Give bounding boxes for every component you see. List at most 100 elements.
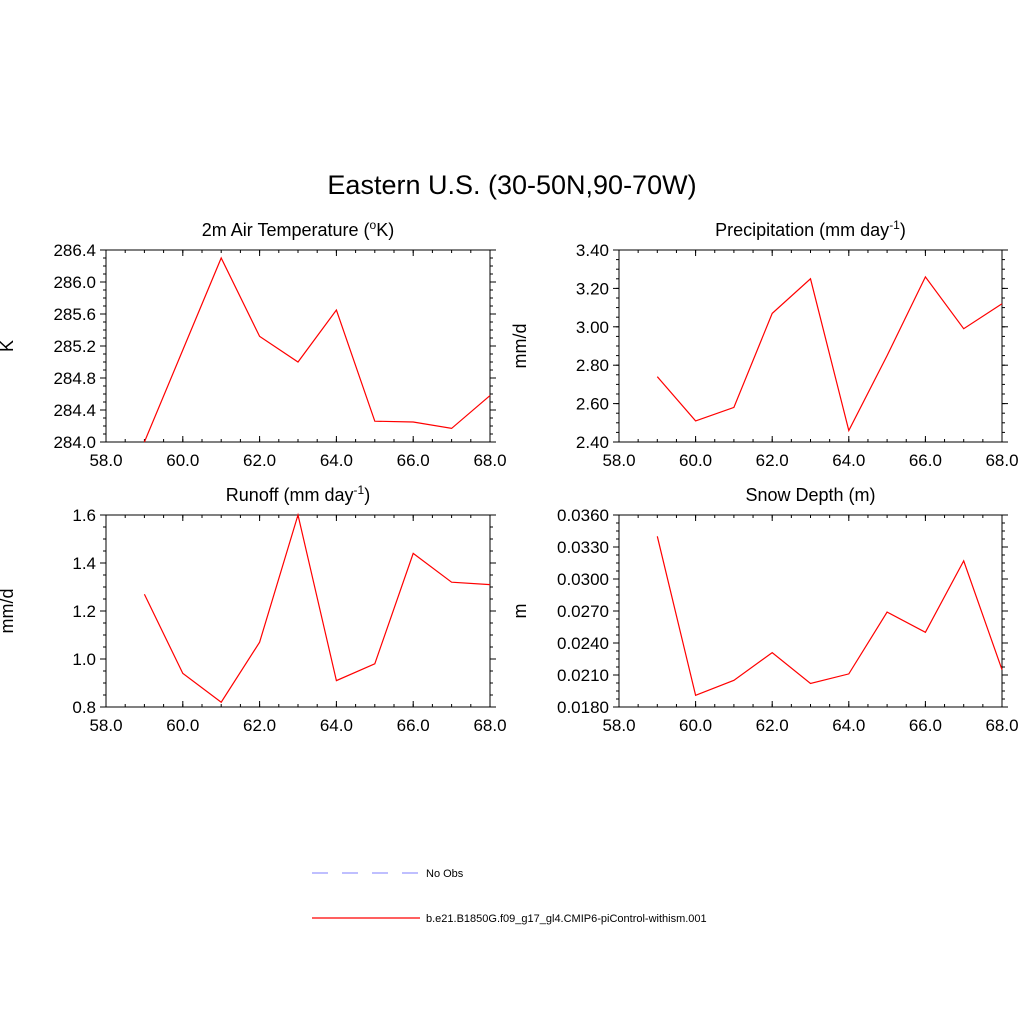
y-tick-label: 1.0	[72, 650, 96, 669]
y-axis-label: mm/d	[510, 324, 530, 369]
x-tick-label: 62.0	[243, 451, 276, 470]
data-point	[1001, 303, 1003, 305]
chart-panel-1: 2m Air Temperature (oK) K 58.0 60.0 62.0 64.0…	[0, 218, 507, 470]
y-tick-label: 1.2	[72, 602, 96, 621]
data-point	[489, 584, 491, 586]
data-point	[335, 309, 337, 311]
x-tick-label: 66.0	[909, 451, 942, 470]
data-point	[143, 593, 145, 595]
data-point	[771, 652, 773, 654]
data-point	[656, 376, 658, 378]
x-tick-label: 68.0	[473, 716, 506, 735]
y-tick-label: 1.6	[72, 506, 96, 525]
chart-panel-2: Precipitation (mm day-1) mm/d 58.0 60.0 62.0…	[510, 218, 1019, 470]
y-tick-label: 284.0	[53, 433, 96, 452]
data-point	[182, 349, 184, 351]
panel-title: Snow Depth (m)	[745, 485, 875, 505]
y-tick-label: 3.20	[576, 279, 609, 298]
y-tick-label: 285.6	[53, 305, 96, 324]
y-tick-label: 3.40	[576, 241, 609, 260]
y-tick-label: 286.4	[53, 241, 96, 260]
data-point	[374, 420, 376, 422]
data-point	[733, 406, 735, 408]
x-tick-label: 60.0	[679, 716, 712, 735]
x-tick-label: 60.0	[679, 451, 712, 470]
y-tick-label: 285.2	[53, 337, 96, 356]
y-tick-label: 2.80	[576, 356, 609, 375]
y-tick-label: 0.0240	[557, 634, 609, 653]
chart-panel-4: Snow Depth (m) m 58.0 60.0 62.0 64.0 66.0 68.0 0…	[510, 485, 1019, 735]
data-point	[810, 278, 812, 280]
x-tick-label: 58.0	[602, 451, 635, 470]
legend-label: b.e21.B1850G.f09_g17_gl4.CMIP6-piControl…	[426, 913, 707, 925]
x-tick-label: 60.0	[166, 451, 199, 470]
data-point	[695, 694, 697, 696]
panel-title: Runoff (mm day-1)	[226, 483, 370, 505]
y-tick-label: 286.0	[53, 273, 96, 292]
y-tick-label: 0.8	[72, 698, 96, 717]
data-point	[886, 355, 888, 357]
data-point	[143, 441, 145, 443]
x-tick-label: 64.0	[832, 451, 865, 470]
x-tick-label: 62.0	[756, 716, 789, 735]
x-tick-label: 64.0	[320, 716, 353, 735]
panel-title: Precipitation (mm day-1)	[715, 218, 906, 240]
data-point	[924, 631, 926, 633]
data-point	[656, 535, 658, 537]
data-point	[412, 421, 414, 423]
x-tick-label: 64.0	[320, 451, 353, 470]
x-tick-label: 68.0	[985, 716, 1018, 735]
data-point	[963, 328, 965, 330]
panels-group: 2m Air Temperature (oK) K 58.0 60.0 62.0 64.0…	[0, 218, 1019, 735]
data-point	[297, 514, 299, 516]
y-tick-label: 0.0270	[557, 602, 609, 621]
data-point	[924, 276, 926, 278]
data-point	[335, 680, 337, 682]
data-point	[220, 257, 222, 259]
y-tick-label: 0.0180	[557, 698, 609, 717]
data-point	[733, 679, 735, 681]
y-tick-label: 284.4	[53, 401, 96, 420]
data-point	[886, 611, 888, 613]
data-point	[259, 641, 261, 643]
data-point	[848, 673, 850, 675]
x-tick-label: 68.0	[473, 451, 506, 470]
x-tick-label: 66.0	[397, 451, 430, 470]
x-tick-label: 62.0	[756, 451, 789, 470]
data-point	[695, 420, 697, 422]
series-line	[143, 256, 491, 443]
data-point	[963, 560, 965, 562]
x-tick-label: 68.0	[985, 451, 1018, 470]
x-tick-label: 58.0	[89, 716, 122, 735]
data-point	[374, 663, 376, 665]
legend: No Obs b.e21.B1850G.f09_g17_gl4.CMIP6-piC…	[312, 868, 707, 925]
data-point	[259, 335, 261, 337]
y-tick-label: 0.0210	[557, 666, 609, 685]
data-point	[220, 701, 222, 703]
y-tick-label: 284.8	[53, 369, 96, 388]
data-point	[297, 361, 299, 363]
y-tick-label: 2.40	[576, 433, 609, 452]
y-tick-label: 1.4	[72, 554, 96, 573]
data-point	[810, 683, 812, 685]
data-point	[451, 581, 453, 583]
y-axis-label: m	[510, 604, 530, 619]
data-point	[182, 672, 184, 674]
series-line	[656, 536, 1003, 697]
y-tick-label: 0.0300	[557, 570, 609, 589]
data-point	[1001, 669, 1003, 671]
data-point	[771, 312, 773, 314]
data-point	[412, 552, 414, 554]
x-tick-label: 58.0	[602, 716, 635, 735]
figure-title: Eastern U.S. (30-50N,90-70W)	[327, 170, 696, 200]
plot-frame	[105, 249, 491, 443]
y-tick-label: 0.0360	[557, 506, 609, 525]
panel-title: 2m Air Temperature (oK)	[202, 218, 394, 240]
data-point	[451, 427, 453, 429]
y-axis-label: K	[0, 340, 17, 352]
y-tick-label: 3.00	[576, 318, 609, 337]
x-tick-label: 60.0	[166, 716, 199, 735]
legend-label: No Obs	[426, 868, 464, 880]
x-tick-label: 64.0	[832, 716, 865, 735]
